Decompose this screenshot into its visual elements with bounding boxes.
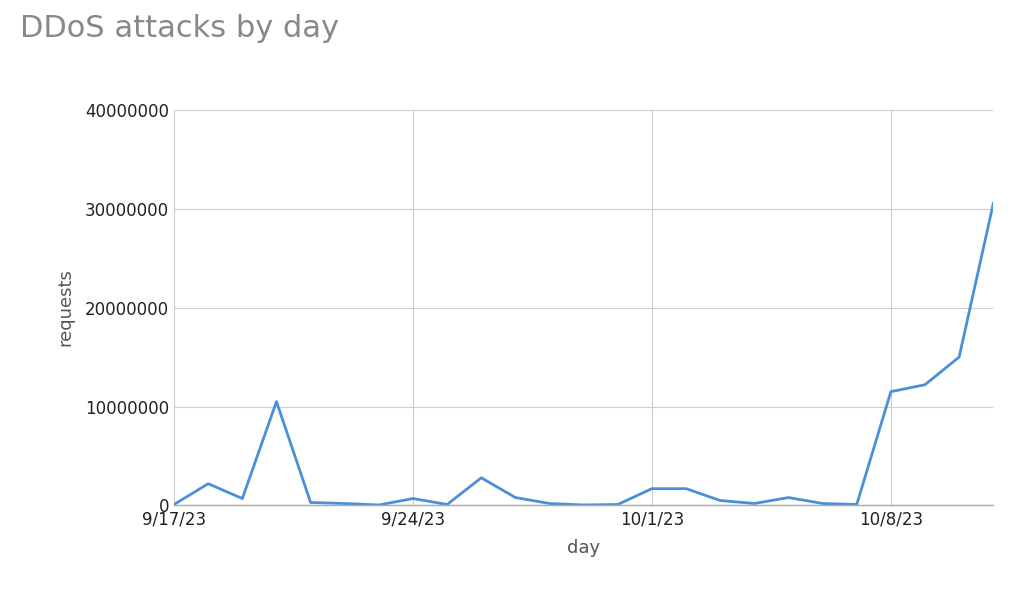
Text: DDoS attacks by day: DDoS attacks by day <box>20 13 340 43</box>
Y-axis label: requests: requests <box>56 269 74 347</box>
X-axis label: day: day <box>567 540 600 557</box>
